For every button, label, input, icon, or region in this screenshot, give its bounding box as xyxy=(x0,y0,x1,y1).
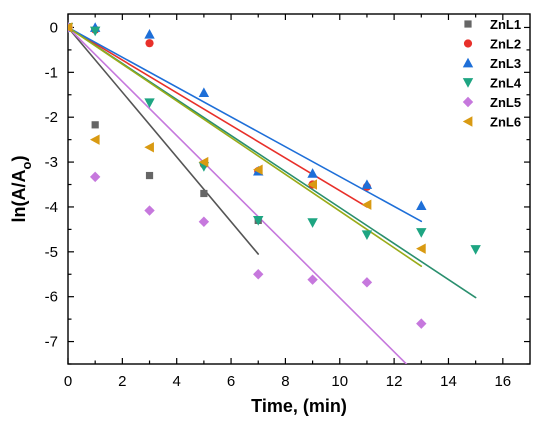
znl6-data-point xyxy=(198,156,209,168)
znl1-legend-label: ZnL1 xyxy=(490,17,521,32)
znl6-legend-marker xyxy=(462,116,473,127)
znl3-data-point xyxy=(307,168,318,178)
znl5-data-point xyxy=(361,277,373,288)
znl5-legend-label: ZnL5 xyxy=(490,95,521,110)
znl6-legend-label: ZnL6 xyxy=(490,115,521,130)
x-tick-label: 0 xyxy=(64,373,72,390)
y-axis-title-end: ) xyxy=(9,156,29,162)
y-tick-label: -7 xyxy=(45,334,58,351)
znl3-data-point xyxy=(416,200,427,211)
znl6-data-point xyxy=(144,142,154,153)
znl4-data-point xyxy=(144,98,155,109)
x-tick-label: 4 xyxy=(173,373,181,390)
znl5-data-point xyxy=(89,171,101,183)
znl4-data-point xyxy=(307,218,318,228)
y-tick-label: -6 xyxy=(45,289,58,306)
znl2-legend-marker xyxy=(463,39,473,48)
y-axis-title: ln(A/Ao) xyxy=(9,156,34,223)
znl6-data-point xyxy=(361,199,372,210)
znl2-data-point xyxy=(145,39,154,48)
znl5-data-point xyxy=(144,205,155,216)
znl1-data-point xyxy=(145,171,154,180)
plot-area xyxy=(68,22,481,364)
znl6-data-point xyxy=(416,243,426,254)
y-tick-label: -3 xyxy=(45,154,58,171)
y-tick-label: 0 xyxy=(50,19,58,36)
x-tick-label: 12 xyxy=(386,373,403,390)
znl3-data-point xyxy=(144,28,155,39)
znl5-data-point xyxy=(307,274,318,285)
znl5-legend-marker xyxy=(462,96,474,108)
znl5-data-point xyxy=(198,216,210,227)
znl3-fit-line xyxy=(68,26,423,223)
y-axis-title-main: ln(A/A xyxy=(9,169,29,222)
znl1-fit-line xyxy=(68,26,260,255)
znl2-fit-line xyxy=(68,26,368,208)
y-tick-label: -1 xyxy=(45,64,58,81)
x-axis-title: Time, (min) xyxy=(251,396,347,416)
znl1-data-point xyxy=(91,121,99,129)
legend: ZnL1 ZnL2 ZnL3 ZnL4 ZnL5 ZnL6 xyxy=(462,17,522,130)
y-tick-label: -5 xyxy=(45,244,58,261)
x-tick-label: 2 xyxy=(118,373,126,390)
znl6-data-point xyxy=(253,164,263,175)
znl3-legend-label: ZnL3 xyxy=(490,56,521,71)
x-tick-label: 8 xyxy=(281,373,289,390)
znl6-fit-line xyxy=(68,26,423,267)
znl5-data-point xyxy=(253,269,264,280)
znl3-data-point xyxy=(361,179,373,189)
y-tick-label: -2 xyxy=(45,109,58,126)
znl6-data-point xyxy=(89,134,100,145)
znl4-data-point xyxy=(470,245,481,255)
znl4-legend-label: ZnL4 xyxy=(490,76,522,91)
x-tick-label: 16 xyxy=(494,373,511,390)
znl4-data-point xyxy=(361,230,373,240)
y-tick-label: -4 xyxy=(45,199,58,216)
x-tick-label: 14 xyxy=(440,373,457,390)
x-tick-label: 10 xyxy=(331,373,348,390)
znl5-fit-line xyxy=(68,26,408,364)
znl6-data-point xyxy=(307,179,318,190)
znl6-data-point xyxy=(68,22,73,33)
znl2-legend-label: ZnL2 xyxy=(490,37,521,52)
y-axis-title-subscript: o xyxy=(19,161,34,169)
znl1-data-point xyxy=(200,189,208,198)
znl3-data-point xyxy=(198,87,210,97)
znl1-legend-marker xyxy=(464,20,472,28)
ticks-group: 0 2 4 6 8 10 12 14 16 0 -1 -2 -3 -4 -5 -6 -7 xyxy=(45,14,530,390)
plot-frame xyxy=(67,13,531,365)
znl3-legend-marker xyxy=(462,57,474,68)
x-tick-label: 6 xyxy=(227,373,235,390)
znl4-legend-marker xyxy=(462,78,474,88)
znl4-data-point xyxy=(416,228,427,238)
znl5-data-point xyxy=(416,318,427,329)
znl4-data-point xyxy=(89,26,101,37)
znl4-data-point xyxy=(253,215,264,226)
